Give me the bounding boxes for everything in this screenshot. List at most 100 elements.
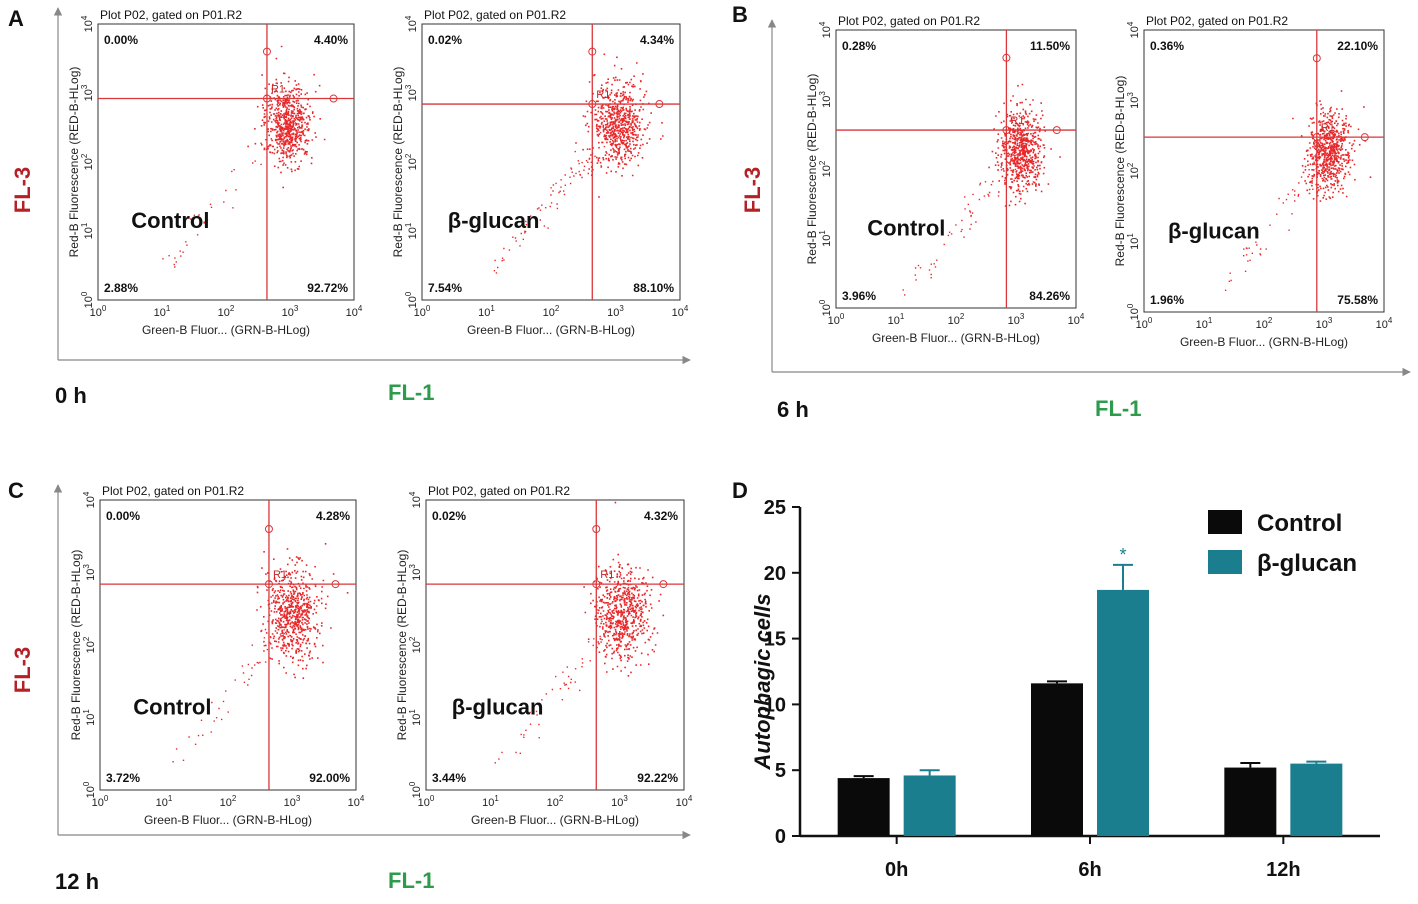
scatter-plot-control: Plot P02, gated on P01.R2100100101101102… xyxy=(805,14,1085,345)
event-dot-cloud xyxy=(162,45,326,268)
timepoint-label: 12 h xyxy=(55,869,99,894)
bar-control-6h xyxy=(1031,683,1083,836)
y-tick-label: 104 xyxy=(818,21,833,38)
x-tick-label: 101 xyxy=(156,794,173,809)
fl3-label: FL-3 xyxy=(740,167,765,213)
y-tick-label: 101 xyxy=(818,230,833,247)
y-tick-label: 103 xyxy=(818,91,833,108)
quadrant-ur-value: 4.32% xyxy=(644,509,678,523)
quadrant-ll-value: 2.88% xyxy=(104,281,138,295)
y-tick-label: 101 xyxy=(404,222,419,239)
quadrant-lr-value: 84.26% xyxy=(1029,289,1070,303)
y-axis-label: Red-B Fluorescence (RED-B-HLog) xyxy=(391,67,405,258)
x-axis-label: Green-B Fluor... (GRN-B-HLog) xyxy=(144,813,312,827)
y-tick-label: 103 xyxy=(80,84,95,101)
gate-handle xyxy=(592,525,601,533)
quadrant-ul-value: 0.36% xyxy=(1150,39,1184,53)
bar-glucan-6h xyxy=(1097,589,1149,836)
x-tick-label: 104 xyxy=(1376,316,1393,331)
y-axis-label: Red-B Fluorescence (RED-B-HLog) xyxy=(1113,76,1127,267)
quadrant-ll-value: 3.72% xyxy=(106,771,140,785)
x-tick-label: 103 xyxy=(1316,316,1333,331)
y-tick-label: 100 xyxy=(404,291,419,308)
region-label: R1 xyxy=(596,89,610,101)
x-tick-label: 101 xyxy=(154,304,171,319)
y-tick-label: 104 xyxy=(1126,21,1141,38)
x-tick-label: 103 xyxy=(607,304,624,319)
legend-label: Control xyxy=(1257,510,1342,537)
bar-y-tick-label: 20 xyxy=(764,563,786,585)
x-tick-label: 104 xyxy=(672,304,689,319)
bar-y-tick-label: 25 xyxy=(764,497,786,519)
y-tick-label: 101 xyxy=(80,222,95,239)
y-tick-label: 102 xyxy=(80,153,95,170)
panel-B: B FL-3 FL-1 6 h Plot P02, gated on P01.R2 100… xyxy=(732,2,1411,422)
plot-title: Plot P02, gated on P01.R2 xyxy=(100,8,242,22)
gate-handle xyxy=(1052,126,1061,135)
y-tick-label: 103 xyxy=(404,84,419,101)
y-axis-label: Red-B Fluorescence (RED-B-HLog) xyxy=(805,74,819,265)
quadrant-ul-value: 0.02% xyxy=(428,33,462,47)
y-tick-label: 100 xyxy=(818,299,833,316)
x-axis-label: Green-B Fluor... (GRN-B-HLog) xyxy=(471,813,639,827)
bar-glucan-12h xyxy=(1290,763,1343,836)
plot-title: Plot P02, gated on P01.R2 xyxy=(424,8,566,22)
x-axis-label: Green-B Fluor... (GRN-B-HLog) xyxy=(142,323,310,337)
x-tick-label: 102 xyxy=(948,312,965,327)
bar-y-tick-label: 0 xyxy=(775,826,786,848)
gate-handle xyxy=(592,580,601,589)
event-dot-cloud xyxy=(902,83,1061,296)
bar-y-tick-label: 5 xyxy=(775,760,786,782)
x-axis-label: Green-B Fluor... (GRN-B-HLog) xyxy=(1180,335,1348,349)
bar-x-tick-label: 0h xyxy=(885,859,908,881)
quadrant-ul-value: 0.28% xyxy=(842,39,876,53)
condition-label: Control xyxy=(133,695,211,720)
plot-title: Plot P02, gated on P01.R2 xyxy=(102,484,244,498)
y-tick-label: 100 xyxy=(408,781,423,798)
region-label: R1 xyxy=(600,569,614,581)
y-tick-label: 100 xyxy=(82,781,97,798)
fl3-label: FL-3 xyxy=(10,167,35,213)
event-dot-cloud xyxy=(493,53,664,274)
x-tick-label: 103 xyxy=(611,794,628,809)
plot-frame xyxy=(99,499,357,791)
gate-handle xyxy=(655,100,664,109)
y-tick-label: 104 xyxy=(404,15,419,32)
significance-marker: * xyxy=(1119,545,1126,565)
y-axis-label: Red-B Fluorescence (RED-B-HLog) xyxy=(69,550,83,741)
fl1-label: FL-1 xyxy=(1095,396,1141,421)
x-tick-label: 104 xyxy=(346,304,363,319)
x-tick-label: 104 xyxy=(676,794,693,809)
x-tick-label: 104 xyxy=(348,794,365,809)
legend-swatch xyxy=(1208,550,1242,574)
plot-title: Plot P02, gated on P01.R2 xyxy=(1146,14,1288,28)
quadrant-lr-value: 92.00% xyxy=(309,771,350,785)
condition-label: β-glucan xyxy=(448,208,540,233)
y-tick-label: 104 xyxy=(82,491,97,508)
region-label: R1 xyxy=(273,569,287,581)
region-label: R1 xyxy=(1010,115,1024,127)
quadrant-ur-value: 4.34% xyxy=(640,33,674,47)
timepoint-label: 6 h xyxy=(777,397,809,422)
y-tick-label: 102 xyxy=(408,636,423,653)
panel-letter: B xyxy=(732,2,748,27)
bar-y-tick-label: 10 xyxy=(764,694,786,716)
x-tick-label: 101 xyxy=(888,312,905,327)
x-axis-label: Green-B Fluor... (GRN-B-HLog) xyxy=(872,331,1040,345)
gate-handle xyxy=(659,580,668,589)
y-tick-label: 104 xyxy=(408,491,423,508)
x-tick-label: 103 xyxy=(1008,312,1025,327)
x-tick-label: 102 xyxy=(220,794,237,809)
quadrant-ur-value: 22.10% xyxy=(1337,39,1378,53)
panel-A: A FL-3 FL-1 0 h Plot P02, gated on P01.R2 100… xyxy=(8,6,691,408)
y-tick-label: 101 xyxy=(408,709,423,726)
x-tick-label: 101 xyxy=(482,794,499,809)
y-tick-label: 102 xyxy=(404,153,419,170)
bar-x-tick-label: 6h xyxy=(1078,859,1101,881)
bar-y-axis-label: Autophagic cells xyxy=(750,593,775,770)
gate-handle xyxy=(329,94,338,103)
legend-swatch xyxy=(1208,510,1242,534)
scatter-plot-control: Plot P02, gated on P01.R2100100101101102… xyxy=(67,8,363,337)
y-tick-label: 100 xyxy=(1126,303,1141,320)
